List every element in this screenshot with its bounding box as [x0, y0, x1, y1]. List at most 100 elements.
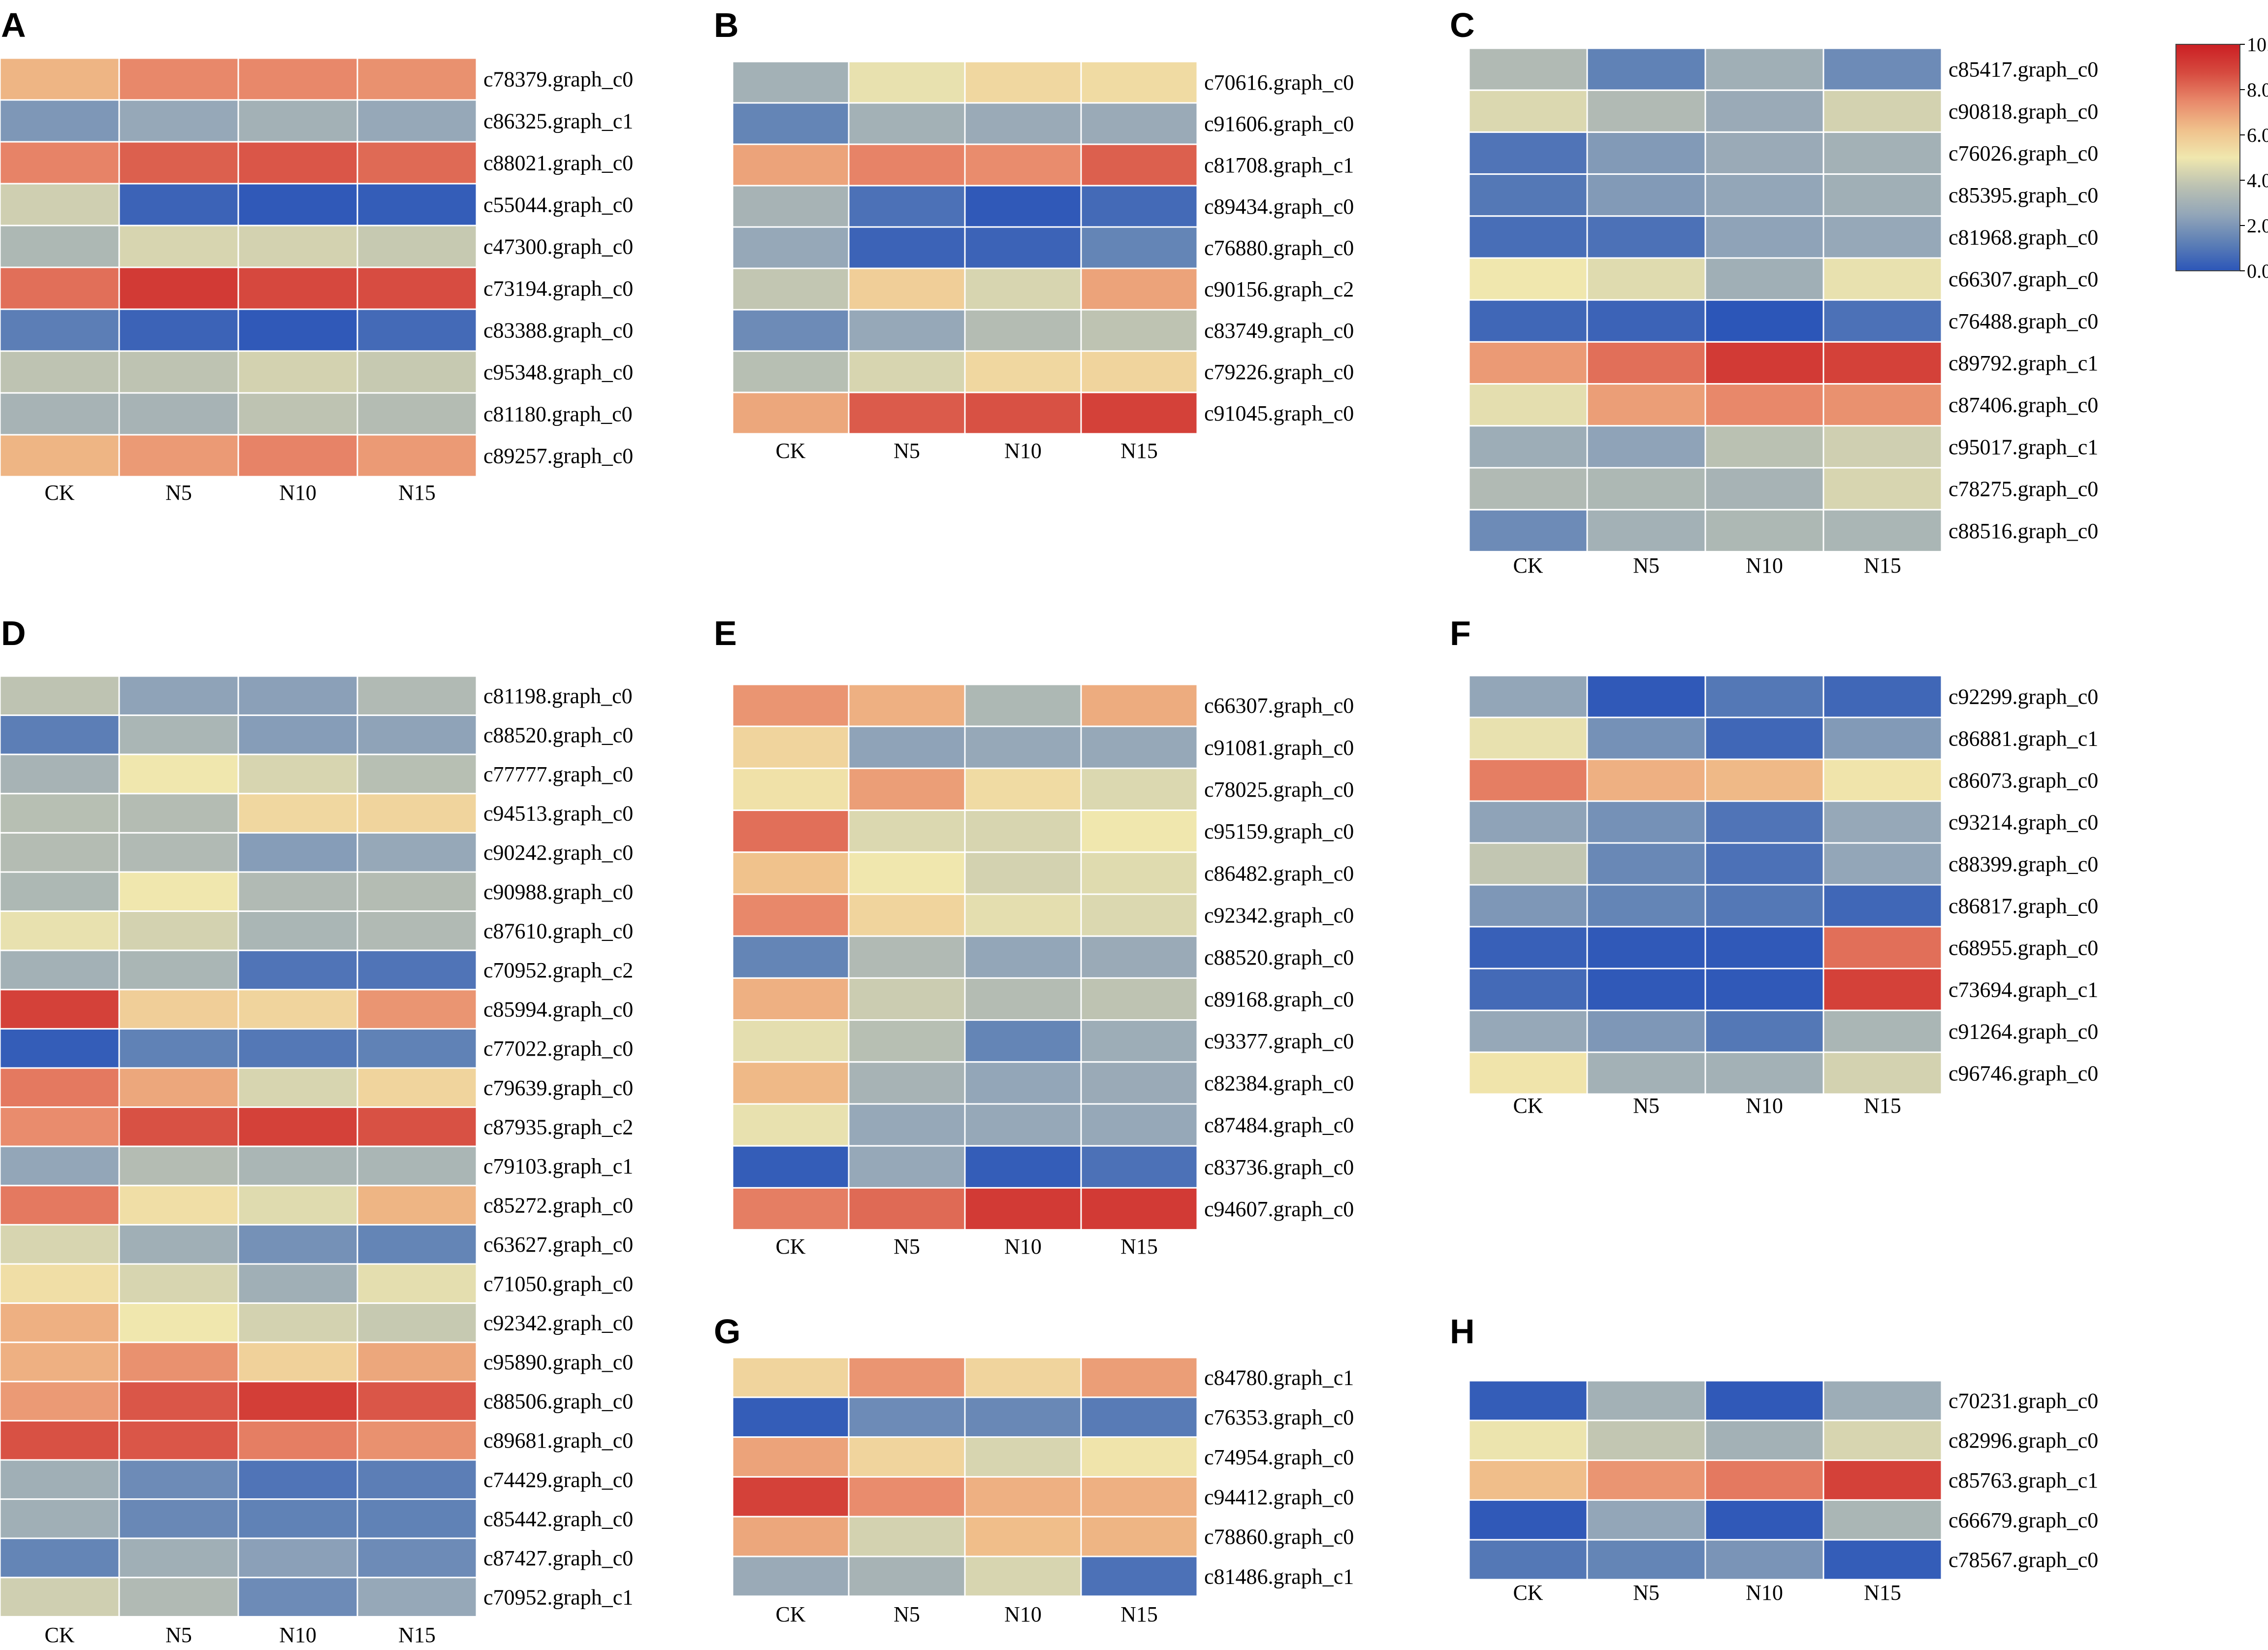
heatmap-cell	[1586, 131, 1706, 175]
heatmap-cell	[732, 1555, 850, 1597]
heatmap-cell	[1704, 131, 1824, 175]
heatmap-cell	[1586, 884, 1706, 928]
heatmap-cell	[237, 1224, 358, 1265]
heatmap-cell	[1586, 1051, 1706, 1095]
row-label: c87427.graph_c0	[483, 1546, 633, 1570]
column-label-n5: N5	[894, 439, 920, 463]
heatmap-cell	[1704, 1051, 1824, 1095]
heatmap-cell	[237, 1537, 358, 1579]
heatmap-cell	[732, 893, 850, 937]
heatmap-cell	[1704, 341, 1824, 385]
row-label: c83388.graph_c0	[483, 319, 633, 343]
heatmap-cell	[732, 391, 850, 435]
heatmap-cell	[1468, 131, 1588, 175]
heatmap-cell	[1468, 425, 1588, 469]
heatmap-cell	[0, 308, 120, 352]
column-label-n10: N10	[1746, 553, 1783, 578]
column-label-ck: CK	[1513, 553, 1543, 578]
row-label: c79226.graph_c0	[1204, 360, 1354, 384]
heatmap-cell	[1080, 1396, 1198, 1438]
row-label: c82384.graph_c0	[1204, 1071, 1354, 1095]
heatmap-cell	[964, 1061, 1082, 1105]
heatmap-cell	[237, 675, 358, 716]
heatmap-cell	[237, 1145, 358, 1187]
heatmap-cell	[1704, 89, 1824, 133]
row-label: c78567.graph_c0	[1949, 1548, 2098, 1572]
column-label-n5: N5	[165, 481, 192, 505]
heatmap-cell	[848, 1436, 966, 1478]
heatmap-cell	[1468, 716, 1588, 760]
heatmap-cell	[1704, 467, 1824, 511]
heatmap-cell	[237, 392, 358, 436]
heatmap-cell	[118, 949, 239, 991]
heatmap-cell	[1080, 1103, 1198, 1147]
heatmap-cell	[118, 183, 239, 226]
heatmap-cell	[1822, 47, 1943, 91]
heatmap-cell	[1080, 185, 1198, 228]
heatmap-cell	[732, 1103, 850, 1147]
heatmap-cell	[1822, 842, 1943, 886]
row-label: c79639.graph_c0	[483, 1076, 633, 1100]
row-label: c74954.graph_c0	[1204, 1445, 1354, 1469]
row-label: c90988.graph_c0	[483, 880, 633, 904]
row-label: c68955.graph_c0	[1949, 936, 2098, 960]
heatmap-cell	[1468, 926, 1588, 970]
heatmap-cell	[1468, 758, 1588, 802]
heatmap-cell	[0, 99, 120, 143]
heatmap-cell	[237, 1341, 358, 1383]
heatmap-cell	[118, 1302, 239, 1343]
heatmap-cell	[848, 1103, 966, 1147]
heatmap-cell	[1586, 1009, 1706, 1053]
column-label-n15: N15	[1864, 553, 1901, 578]
row-label: c86817.graph_c0	[1949, 894, 2098, 918]
column-label-n5: N5	[1633, 1581, 1660, 1605]
colorbar-tick-label: 10.00	[2247, 33, 2268, 56]
heatmap-cell	[848, 977, 966, 1021]
heatmap-cell	[964, 1555, 1082, 1597]
row-label: c87610.graph_c0	[483, 919, 633, 943]
row-label: c70616.graph_c0	[1204, 70, 1354, 95]
row-label: c84780.graph_c1	[1204, 1365, 1354, 1390]
heatmap-cell	[356, 1067, 478, 1108]
heatmap-cell	[237, 1263, 358, 1304]
heatmap-cell	[1468, 1051, 1588, 1095]
column-label-ck: CK	[775, 1602, 805, 1626]
heatmap-cell	[356, 1341, 478, 1383]
heatmap-cell	[1586, 716, 1706, 760]
row-label: c90156.graph_c2	[1204, 277, 1354, 301]
heatmap-cell	[237, 989, 358, 1030]
heatmap-cell	[237, 910, 358, 951]
colorbar-tick-label: 6.00	[2247, 124, 2268, 146]
heatmap-cell	[1822, 383, 1943, 427]
row-label: c47300.graph_c0	[483, 235, 633, 259]
heatmap-cell	[356, 392, 478, 436]
row-label: c78379.graph_c0	[483, 67, 633, 92]
heatmap-cell	[848, 1516, 966, 1557]
heatmap-cell	[1704, 926, 1824, 970]
heatmap-cell	[356, 434, 478, 478]
heatmap-cell	[118, 675, 239, 716]
heatmap-cell	[1468, 215, 1588, 259]
heatmap-cell	[118, 910, 239, 951]
heatmap-cell	[0, 832, 120, 873]
heatmap-cell	[1704, 716, 1824, 760]
row-label: c85272.graph_c0	[483, 1194, 633, 1218]
heatmap-cell	[1822, 1051, 1943, 1095]
heatmap-cell	[0, 949, 120, 991]
heatmap-cell	[964, 185, 1082, 228]
heatmap-cell	[1822, 1009, 1943, 1053]
heatmap-cell	[118, 1459, 239, 1500]
row-label: c76488.graph_c0	[1949, 309, 2098, 333]
heatmap-cell	[237, 1420, 358, 1461]
colorbar-tick-label: 0.00	[2247, 260, 2268, 282]
heatmap-cell	[1586, 425, 1706, 469]
row-label: c88516.graph_c0	[1949, 519, 2098, 543]
column-label-n5: N5	[894, 1234, 920, 1259]
heatmap-cell	[964, 977, 1082, 1021]
heatmap-cell	[1468, 89, 1588, 133]
heatmap-cell	[1468, 800, 1588, 844]
heatmap-cell	[237, 434, 358, 478]
